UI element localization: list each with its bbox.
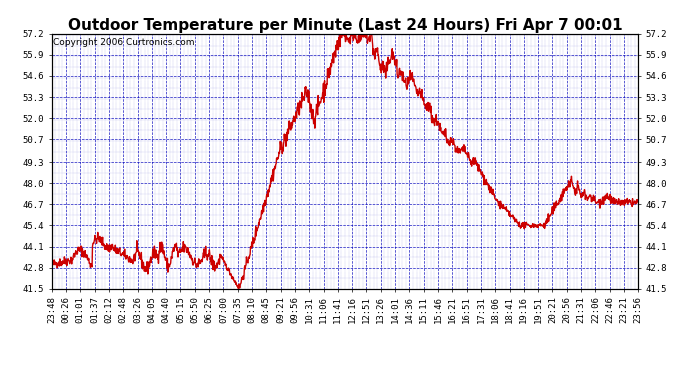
Title: Outdoor Temperature per Minute (Last 24 Hours) Fri Apr 7 00:01: Outdoor Temperature per Minute (Last 24 … — [68, 18, 622, 33]
Text: Copyright 2006 Curtronics.com: Copyright 2006 Curtronics.com — [53, 38, 195, 46]
